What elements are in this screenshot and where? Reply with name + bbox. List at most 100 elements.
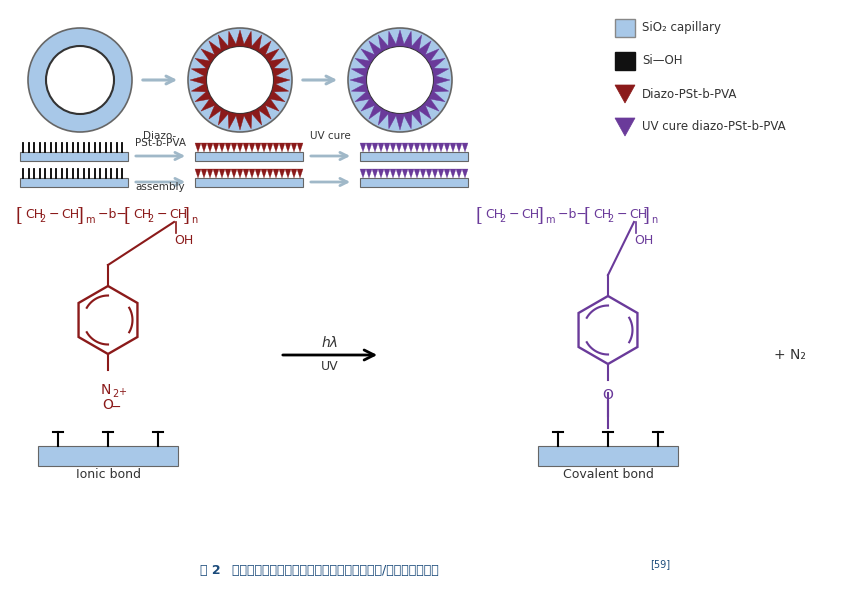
Polygon shape: [366, 143, 372, 152]
Polygon shape: [195, 91, 211, 102]
Polygon shape: [444, 143, 450, 152]
Text: 2: 2: [112, 389, 118, 399]
Polygon shape: [192, 68, 208, 77]
Polygon shape: [361, 98, 376, 111]
Polygon shape: [228, 112, 236, 129]
Polygon shape: [402, 169, 408, 178]
Text: [: [: [583, 206, 590, 224]
Polygon shape: [615, 85, 635, 103]
Polygon shape: [429, 91, 445, 102]
Polygon shape: [418, 104, 432, 119]
Polygon shape: [420, 143, 426, 152]
FancyBboxPatch shape: [360, 152, 468, 161]
FancyBboxPatch shape: [360, 178, 468, 187]
Polygon shape: [378, 143, 384, 152]
Text: [59]: [59]: [650, 559, 671, 569]
Polygon shape: [402, 143, 408, 152]
Polygon shape: [372, 143, 378, 152]
Text: +: +: [118, 387, 126, 397]
Polygon shape: [351, 83, 368, 92]
Polygon shape: [272, 68, 289, 77]
Polygon shape: [411, 109, 422, 125]
Polygon shape: [228, 31, 236, 48]
Polygon shape: [403, 112, 412, 129]
Polygon shape: [450, 143, 456, 152]
Text: 2: 2: [147, 214, 154, 224]
Text: Diazo-PSt-b-PVA: Diazo-PSt-b-PVA: [642, 88, 737, 101]
Text: O: O: [602, 388, 614, 402]
Polygon shape: [279, 143, 285, 152]
Polygon shape: [390, 143, 396, 152]
Polygon shape: [261, 143, 267, 152]
Polygon shape: [237, 169, 243, 178]
Text: hλ: hλ: [322, 336, 338, 350]
FancyBboxPatch shape: [538, 446, 678, 466]
Polygon shape: [424, 49, 439, 62]
Polygon shape: [361, 49, 376, 62]
Polygon shape: [267, 169, 273, 178]
Polygon shape: [424, 98, 439, 111]
Polygon shape: [273, 169, 279, 178]
Polygon shape: [243, 112, 252, 129]
Text: OH: OH: [174, 234, 193, 247]
Polygon shape: [279, 169, 285, 178]
Text: CH: CH: [521, 209, 539, 221]
Text: UV cure: UV cure: [310, 131, 350, 141]
Ellipse shape: [366, 46, 434, 114]
Text: SiO₂ capillary: SiO₂ capillary: [642, 22, 721, 35]
Text: assembly: assembly: [135, 182, 185, 192]
FancyBboxPatch shape: [38, 446, 178, 466]
Polygon shape: [195, 58, 211, 70]
Polygon shape: [462, 169, 468, 178]
Polygon shape: [462, 143, 468, 152]
Polygon shape: [249, 143, 255, 152]
Polygon shape: [268, 58, 285, 70]
Polygon shape: [418, 41, 432, 56]
Polygon shape: [395, 114, 405, 130]
Text: Ionic bond: Ionic bond: [75, 468, 141, 481]
Polygon shape: [225, 169, 231, 178]
Text: m: m: [85, 215, 95, 225]
Polygon shape: [408, 169, 414, 178]
Polygon shape: [297, 169, 303, 178]
Polygon shape: [209, 41, 223, 56]
Text: OH: OH: [634, 234, 653, 247]
Polygon shape: [456, 143, 462, 152]
Polygon shape: [438, 169, 444, 178]
Text: CH: CH: [25, 209, 43, 221]
Polygon shape: [384, 143, 390, 152]
Polygon shape: [378, 35, 389, 51]
Polygon shape: [432, 83, 449, 92]
FancyBboxPatch shape: [195, 178, 303, 187]
Polygon shape: [438, 143, 444, 152]
Polygon shape: [426, 143, 432, 152]
Polygon shape: [258, 41, 271, 56]
Text: N: N: [101, 383, 111, 397]
Polygon shape: [201, 169, 207, 178]
Polygon shape: [236, 30, 244, 46]
FancyBboxPatch shape: [20, 178, 128, 187]
Polygon shape: [378, 109, 389, 125]
Polygon shape: [384, 169, 390, 178]
Polygon shape: [225, 143, 231, 152]
Polygon shape: [195, 169, 201, 178]
Polygon shape: [231, 169, 237, 178]
Text: Si—OH: Si—OH: [642, 55, 683, 68]
Polygon shape: [396, 169, 402, 178]
Polygon shape: [420, 169, 426, 178]
Text: 紫外线照射毛细管表面制备光敏重氮聚乙烯醇/苯乙烯共价涂层: 紫外线照射毛细管表面制备光敏重氮聚乙烯醇/苯乙烯共价涂层: [228, 564, 438, 577]
Polygon shape: [444, 169, 450, 178]
Polygon shape: [372, 169, 378, 178]
Polygon shape: [267, 143, 273, 152]
Polygon shape: [258, 104, 271, 119]
Ellipse shape: [348, 28, 452, 132]
Polygon shape: [250, 35, 261, 51]
Polygon shape: [195, 143, 201, 152]
Polygon shape: [355, 58, 371, 70]
Polygon shape: [429, 58, 445, 70]
Text: CH: CH: [169, 209, 187, 221]
Polygon shape: [218, 109, 230, 125]
Polygon shape: [388, 31, 397, 48]
Polygon shape: [190, 75, 206, 84]
Polygon shape: [243, 31, 252, 48]
